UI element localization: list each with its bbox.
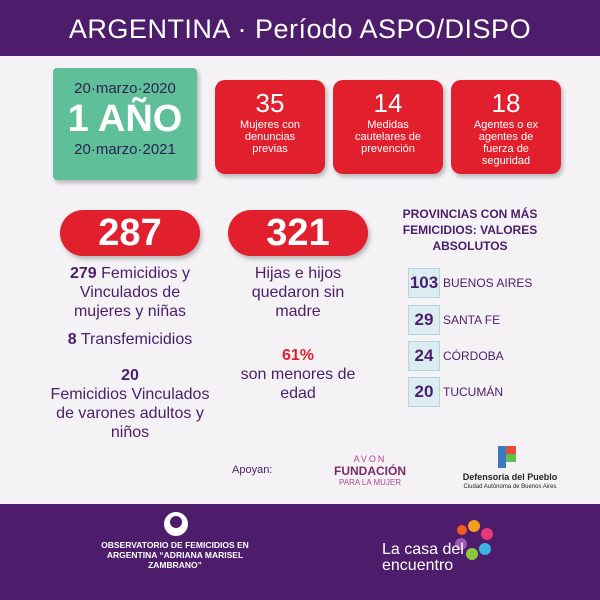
period-box: 20·marzo·2020 1 AÑO 20·marzo·2021	[53, 68, 197, 180]
minors-text: 61% son menores de edad	[228, 346, 368, 403]
province-name: TUCUMÁN	[443, 385, 503, 399]
trans-number: 8	[67, 331, 77, 348]
header-band	[0, 0, 600, 56]
province-row: 103 BUENOS AIRES	[408, 268, 558, 298]
casa-name: La casa del encuentro	[382, 541, 464, 574]
femicides-number: 279	[69, 265, 97, 282]
femicides-label: Femicidios y Vinculados de mujeres y niñ…	[73, 265, 191, 320]
total-pill: 287	[60, 210, 200, 256]
provinces-title: PROVINCIAS CON MÁS FEMICIDIOS: VALORES A…	[402, 207, 538, 253]
men-text: 20 Femicidios Vinculados de varones adul…	[50, 366, 210, 442]
observatory-icon	[164, 512, 188, 536]
province-value: 29	[408, 305, 440, 335]
footer-band	[0, 504, 600, 600]
start-date: 20·marzo·2020	[74, 80, 176, 97]
defensoria-icon	[498, 446, 516, 468]
children-label: Hijas e hijos quedaron sin madre	[251, 265, 345, 320]
support-label: Apoyan:	[232, 464, 273, 476]
minors-percent: 61%	[281, 347, 315, 364]
duration: 1 AÑO	[67, 98, 183, 140]
stat-label: Medidas cautelares de prevención	[354, 119, 422, 155]
observatory-name: OBSERVATORIO DE FEMICIDIOS EN ARGENTINA …	[101, 540, 249, 570]
children-pill: 321	[228, 210, 368, 256]
men-number: 20	[121, 367, 139, 384]
province-name: SANTA FE	[443, 313, 501, 327]
province-value: 103	[408, 268, 440, 298]
province-row: 20 TUCUMÁN	[408, 377, 558, 407]
province-name: CÓRDOBA	[443, 349, 504, 363]
sponsor-sub: PARA LA MUJER	[338, 478, 402, 487]
stat-number: 35	[255, 88, 285, 118]
stat-number: 18	[491, 88, 521, 118]
men-label: Femicidios Vinculados de varones adultos…	[50, 386, 210, 441]
trans-text: 8 Transfemicidios	[50, 330, 210, 349]
province-row: 29 SANTA FE	[408, 305, 558, 335]
stat-label: Agentes o ex agentes de fuerza de seguri…	[473, 119, 539, 167]
sponsor-name: FUNDACIÓN	[334, 464, 406, 478]
end-date: 20·marzo·2021	[74, 141, 176, 158]
stat-number: 14	[373, 88, 403, 118]
province-value: 24	[408, 341, 440, 371]
defensoria-name: Defensoría del Pueblo	[462, 472, 558, 482]
sponsor-logo: AVON FUNDACIÓN PARA LA MUJER	[330, 453, 410, 489]
title: ARGENTINA · Período ASPO/DISPO	[68, 14, 532, 44]
casa-icon	[455, 520, 493, 560]
stat-box: 35 Mujeres con denuncias previas	[215, 80, 325, 174]
defensoria-logo: Defensoría del Pueblo Ciudad Autónoma de…	[445, 472, 575, 492]
sponsor-brand: AVON	[353, 454, 387, 464]
stat-label: Mujeres con denuncias previas	[240, 119, 300, 155]
trans-label: Transfemicidios	[80, 331, 193, 348]
province-name: BUENOS AIRES	[443, 276, 533, 290]
defensoria-sub: Ciudad Autónoma de Buenos Aires	[463, 484, 557, 490]
stat-box: 14 Medidas cautelares de prevención	[333, 80, 443, 174]
minors-label: son menores de edad	[240, 366, 356, 402]
province-value: 20	[408, 377, 440, 407]
stat-box: 18 Agentes o ex agentes de fuerza de seg…	[451, 80, 561, 174]
province-row: 24 CÓRDOBA	[408, 341, 558, 371]
femicides-text: 279 Femicidios y Vinculados de mujeres y…	[50, 264, 210, 321]
